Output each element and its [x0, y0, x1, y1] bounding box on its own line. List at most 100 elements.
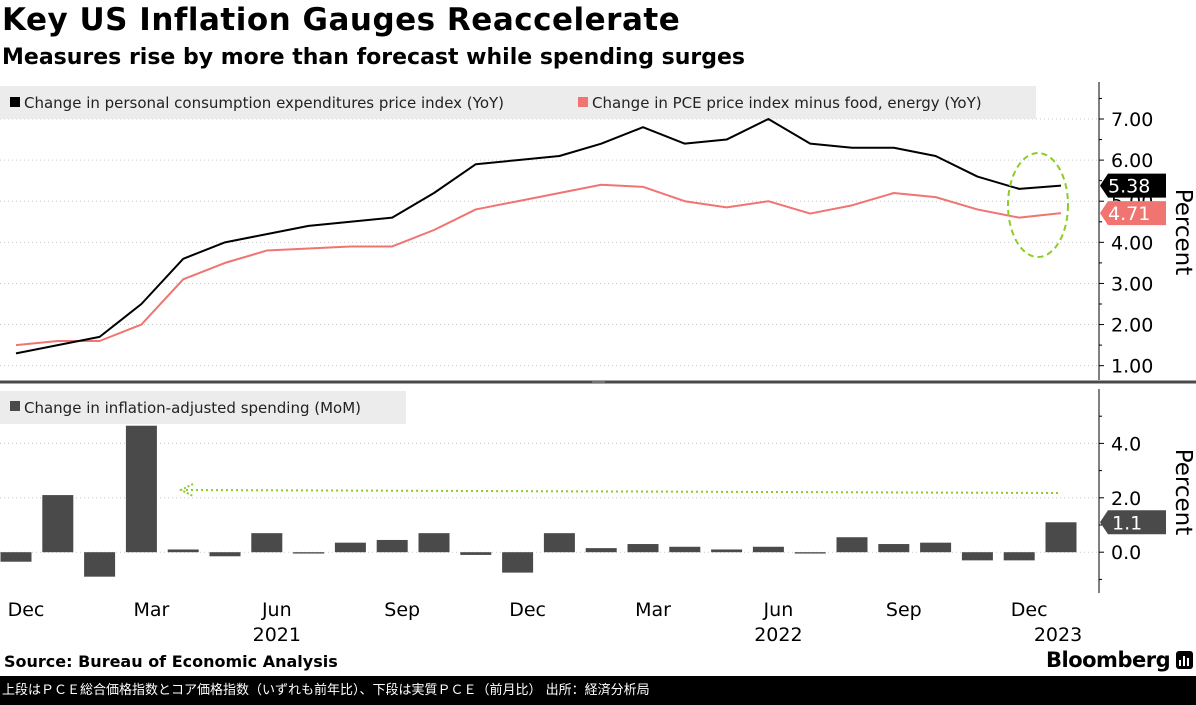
line-data-point[interactable]: [766, 199, 771, 204]
line-data-point[interactable]: [14, 351, 19, 356]
line-data-point[interactable]: [975, 174, 980, 179]
spending-bar[interactable]: [0, 552, 32, 562]
spending-bar[interactable]: [878, 544, 910, 553]
headline-pce-line[interactable]: [15, 118, 1062, 355]
line-data-point[interactable]: [432, 191, 437, 196]
spending-bar[interactable]: [418, 533, 450, 553]
last-value-label: 1.1: [1112, 512, 1142, 534]
spending-bar[interactable]: [752, 546, 784, 553]
line-data-point[interactable]: [181, 256, 186, 261]
spending-bar[interactable]: [167, 549, 199, 553]
x-tick-label: Sep: [384, 599, 420, 621]
bottom-y-tick-label: 2.0: [1111, 488, 1141, 510]
line-data-point[interactable]: [264, 248, 269, 253]
line-data-point[interactable]: [933, 154, 938, 159]
spending-bar[interactable]: [711, 549, 743, 553]
line-data-point[interactable]: [891, 191, 896, 196]
spending-bar[interactable]: [585, 548, 617, 553]
spending-bar[interactable]: [42, 495, 74, 553]
line-data-point[interactable]: [473, 162, 478, 167]
x-tick-label: Dec: [1011, 599, 1048, 621]
x-year-label: 2022: [754, 624, 802, 646]
annotation-arrow-line: [185, 489, 1061, 494]
annotation-arrowhead-icon: [178, 483, 194, 497]
legend-entry[interactable]: Change in personal consumption expenditu…: [24, 94, 504, 112]
line-data-point[interactable]: [808, 211, 813, 216]
line-data-point[interactable]: [390, 244, 395, 249]
line-data-point[interactable]: [1017, 215, 1022, 220]
spending-bar[interactable]: [669, 546, 701, 553]
line-data-point[interactable]: [97, 334, 102, 339]
line-data-point[interactable]: [975, 207, 980, 212]
spending-bar[interactable]: [376, 539, 408, 553]
spending-bar[interactable]: [460, 552, 492, 555]
spending-bar[interactable]: [293, 552, 325, 554]
spending-bar[interactable]: [1045, 522, 1077, 553]
core-last-value-tag: 4.71: [1100, 201, 1166, 226]
x-tick-label: Jun: [763, 599, 794, 621]
line-data-point[interactable]: [641, 125, 646, 130]
line-data-point[interactable]: [850, 145, 855, 150]
line-data-point[interactable]: [641, 184, 646, 189]
spending-bar[interactable]: [627, 544, 659, 553]
line-data-point[interactable]: [891, 145, 896, 150]
line-data-point[interactable]: [139, 302, 144, 307]
line-data-point[interactable]: [766, 117, 771, 122]
top-y-tick-label: 7.00: [1111, 109, 1153, 131]
line-data-point[interactable]: [55, 343, 60, 348]
spending-bar[interactable]: [84, 552, 116, 577]
top-y-tick-label: 1.00: [1111, 356, 1153, 378]
line-data-point[interactable]: [473, 207, 478, 212]
line-data-point[interactable]: [432, 228, 437, 233]
top-y-tick-label: 4.00: [1111, 232, 1153, 254]
legend-entry[interactable]: Change in PCE price index minus food, en…: [592, 94, 982, 112]
line-data-point[interactable]: [682, 141, 687, 146]
line-data-point[interactable]: [933, 195, 938, 200]
footer-note: 上段はＰＣＥ総合価格指数とコア価格指数（いずれも前年比）、下段は実質ＰＣＥ（前月…: [0, 676, 1196, 705]
line-data-point[interactable]: [223, 240, 228, 245]
footer-note-text: 上段はＰＣＥ総合価格指数とコア価格指数（いずれも前年比）、下段は実質ＰＣＥ（前月…: [2, 683, 650, 698]
line-data-point[interactable]: [557, 154, 562, 159]
legend-entry[interactable]: Change in inflation-adjusted spending (M…: [24, 399, 361, 417]
legend-swatch: [578, 97, 588, 107]
line-data-point[interactable]: [139, 322, 144, 327]
line-data-point[interactable]: [515, 199, 520, 204]
line-data-point[interactable]: [599, 141, 604, 146]
line-data-point[interactable]: [306, 246, 311, 251]
spending-bar[interactable]: [920, 542, 952, 553]
x-tick-label: Sep: [886, 599, 922, 621]
spending-bar[interactable]: [1003, 552, 1035, 561]
spending-bar[interactable]: [961, 552, 993, 561]
spending-bar[interactable]: [209, 552, 241, 557]
line-data-point[interactable]: [557, 191, 562, 196]
line-data-point[interactable]: [850, 203, 855, 208]
core-pce-line[interactable]: [15, 183, 1062, 347]
line-data-point[interactable]: [306, 223, 311, 228]
line-data-point[interactable]: [599, 182, 604, 187]
line-data-point[interactable]: [1059, 183, 1064, 188]
spending-bar[interactable]: [125, 425, 157, 553]
spending-bar[interactable]: [334, 542, 366, 553]
line-data-point[interactable]: [348, 244, 353, 249]
line-data-point[interactable]: [390, 215, 395, 220]
line-data-point[interactable]: [724, 205, 729, 210]
bottom-legend-bg: [0, 391, 406, 424]
x-tick-label: Dec: [509, 599, 546, 621]
line-data-point[interactable]: [181, 277, 186, 282]
spending-bar[interactable]: [502, 552, 534, 573]
spending-bar[interactable]: [251, 533, 283, 553]
line-data-point[interactable]: [348, 219, 353, 224]
line-data-point[interactable]: [264, 232, 269, 237]
spending-bar[interactable]: [794, 552, 826, 554]
line-data-point[interactable]: [223, 260, 228, 265]
line-data-point[interactable]: [808, 141, 813, 146]
line-data-point[interactable]: [682, 199, 687, 204]
spending-bar[interactable]: [836, 537, 868, 553]
line-data-point[interactable]: [1017, 186, 1022, 191]
line-data-point[interactable]: [724, 137, 729, 142]
spending-bar[interactable]: [543, 533, 575, 553]
line-data-point[interactable]: [14, 343, 19, 348]
line-data-point[interactable]: [1059, 211, 1064, 216]
line-data-point[interactable]: [515, 158, 520, 163]
last-value-label: 4.71: [1108, 203, 1150, 225]
